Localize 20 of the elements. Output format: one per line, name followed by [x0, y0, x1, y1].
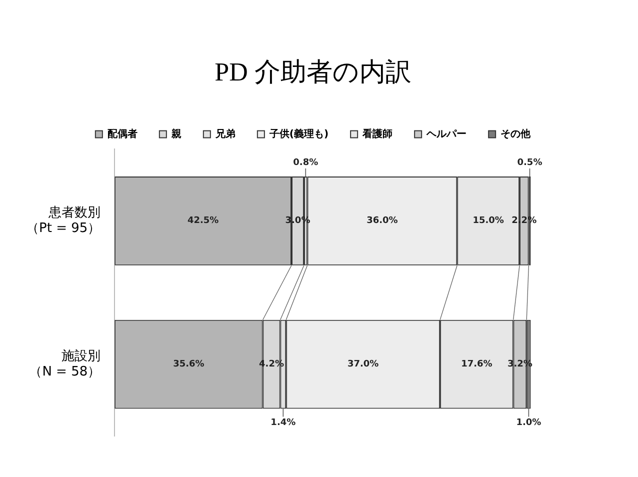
chart-title: PD 介助者の内訳: [214, 57, 412, 86]
y-tick-label: 施設別（N = 58）: [29, 348, 101, 380]
data-label: 37.0%: [347, 360, 379, 370]
data-label: 35.6%: [173, 360, 204, 370]
y-tick-label: 患者数別（Pt = 95）: [26, 205, 101, 236]
data-label: 1.4%: [270, 418, 296, 428]
legend-label: その他: [500, 128, 532, 140]
data-label: 42.5%: [187, 216, 219, 226]
legend-label: ヘルパー: [426, 128, 467, 140]
legend-label: 子供(義理も): [268, 128, 329, 140]
data-label: 0.8%: [293, 158, 318, 168]
data-label: 36.0%: [366, 216, 398, 226]
legend-label: 看護師: [362, 128, 393, 140]
data-label: 17.6%: [461, 360, 492, 370]
data-label: 1.0%: [516, 418, 542, 428]
data-label: 0.5%: [517, 158, 542, 168]
legend-label: 配偶者: [107, 128, 138, 140]
legend-label: 兄弟: [214, 128, 236, 140]
legend-label: 親: [170, 128, 182, 140]
data-label: 15.0%: [472, 216, 504, 226]
